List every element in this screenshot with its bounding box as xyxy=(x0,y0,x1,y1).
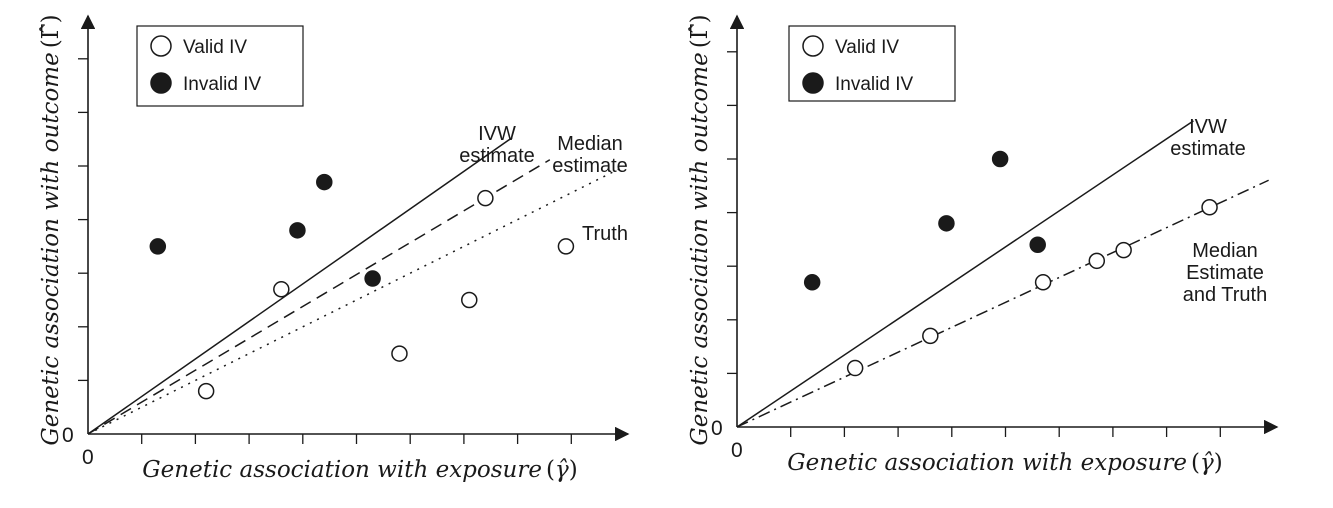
y-origin-label: 0 xyxy=(711,417,723,440)
x-axis-label-paren: ) xyxy=(569,457,578,483)
x-axis-label-symbol: γ̂ xyxy=(1200,450,1214,476)
invalid-iv-point xyxy=(1029,236,1046,254)
y-axis-label-symbol: Γ̂ xyxy=(687,23,713,39)
line-annotation-line: estimate xyxy=(1170,138,1246,160)
x-axis-label-text: Genetic association with exposure xyxy=(787,450,1187,476)
line-annotation-line: estimate xyxy=(459,145,535,167)
valid-iv-point xyxy=(557,238,575,255)
x-axis-label: Genetic association with exposure (γ̂) xyxy=(787,450,1222,476)
y-axis-label-paren: ) xyxy=(687,14,713,23)
x-axis-label-paren: ) xyxy=(1214,450,1223,476)
line-annotation-line: Truth xyxy=(582,223,628,245)
x-axis-label-text: Genetic association with exposure xyxy=(142,457,542,483)
valid-iv-point xyxy=(1088,252,1106,270)
line-annotation: Median estimate xyxy=(552,133,628,177)
valid-iv-point xyxy=(1034,274,1052,291)
valid-iv-point xyxy=(197,382,215,400)
legend-label: Valid IV xyxy=(835,37,899,58)
y-axis-label-paren: ) xyxy=(38,14,64,23)
valid-iv-point xyxy=(1115,241,1132,259)
legend-label: Invalid IV xyxy=(835,74,913,95)
invalid-iv-point xyxy=(364,270,381,287)
x-axis-label-symbol: γ̂ xyxy=(555,457,569,483)
estimate-line-dashdot xyxy=(736,179,1269,428)
line-annotation-line: estimate xyxy=(552,155,628,177)
y-axis-label: Genetic association with outcome (Γ̂) xyxy=(38,14,64,445)
estimate-line-dashed xyxy=(87,159,551,435)
line-annotation-line: IVW xyxy=(1189,116,1227,138)
line-annotation-line: Median xyxy=(557,133,623,155)
valid-iv-point xyxy=(846,359,864,377)
x-axis-label: Genetic association with exposure (γ̂) xyxy=(142,457,577,483)
estimate-line-dotted xyxy=(87,168,620,435)
valid-iv-point xyxy=(922,327,939,345)
invalid-iv-point xyxy=(316,173,333,191)
legend-marker-invalid xyxy=(150,72,172,94)
legend-marker-valid xyxy=(150,35,172,57)
line-annotation: IVW estimate xyxy=(1170,116,1246,160)
x-axis-label-paren: ( xyxy=(546,457,555,483)
line-annotation: Median Estimate and Truth xyxy=(1183,240,1268,306)
legend-marker-valid xyxy=(802,35,824,57)
valid-iv-point xyxy=(1201,198,1218,216)
estimate-line-solid xyxy=(736,120,1194,428)
y-axis-label: Genetic association with outcome (Γ̂) xyxy=(687,14,713,445)
x-origin-label: 0 xyxy=(731,439,743,462)
invalid-iv-point xyxy=(938,215,955,232)
y-axis-label-text: Genetic association with outcome xyxy=(687,52,713,445)
legend-label: Valid IV xyxy=(183,37,247,58)
legend-marker-invalid xyxy=(802,72,824,94)
line-annotation: IVW estimate xyxy=(459,123,535,167)
invalid-iv-point xyxy=(289,222,306,239)
valid-iv-point xyxy=(477,189,494,207)
valid-iv-point xyxy=(391,345,408,362)
x-origin-label: 0 xyxy=(82,446,94,469)
invalid-iv-point xyxy=(991,150,1009,168)
right-panel: 00 IVW estimate Median Estimate and Truth Vali… xyxy=(687,14,1279,476)
y-axis-label-paren: ( xyxy=(38,39,64,48)
y-origin-label: 0 xyxy=(62,424,74,447)
y-axis-label-paren: ( xyxy=(687,39,713,48)
legend-label: Invalid IV xyxy=(183,74,261,95)
line-annotation-line: IVW xyxy=(478,123,516,145)
invalid-iv-point xyxy=(803,274,821,291)
x-axis-label-paren: ( xyxy=(1191,450,1200,476)
line-annotation: Truth xyxy=(582,223,628,245)
valid-iv-point xyxy=(461,291,478,309)
line-annotation-line: Estimate xyxy=(1186,262,1264,284)
invalid-iv-point xyxy=(149,238,167,255)
estimate-line-solid xyxy=(87,136,513,435)
valid-iv-point xyxy=(273,281,290,298)
line-annotation-line: Median xyxy=(1192,240,1258,262)
y-axis-label-text: Genetic association with outcome xyxy=(38,52,64,445)
y-axis-label-symbol: Γ̂ xyxy=(38,23,64,39)
line-annotation-line: and Truth xyxy=(1183,284,1268,306)
